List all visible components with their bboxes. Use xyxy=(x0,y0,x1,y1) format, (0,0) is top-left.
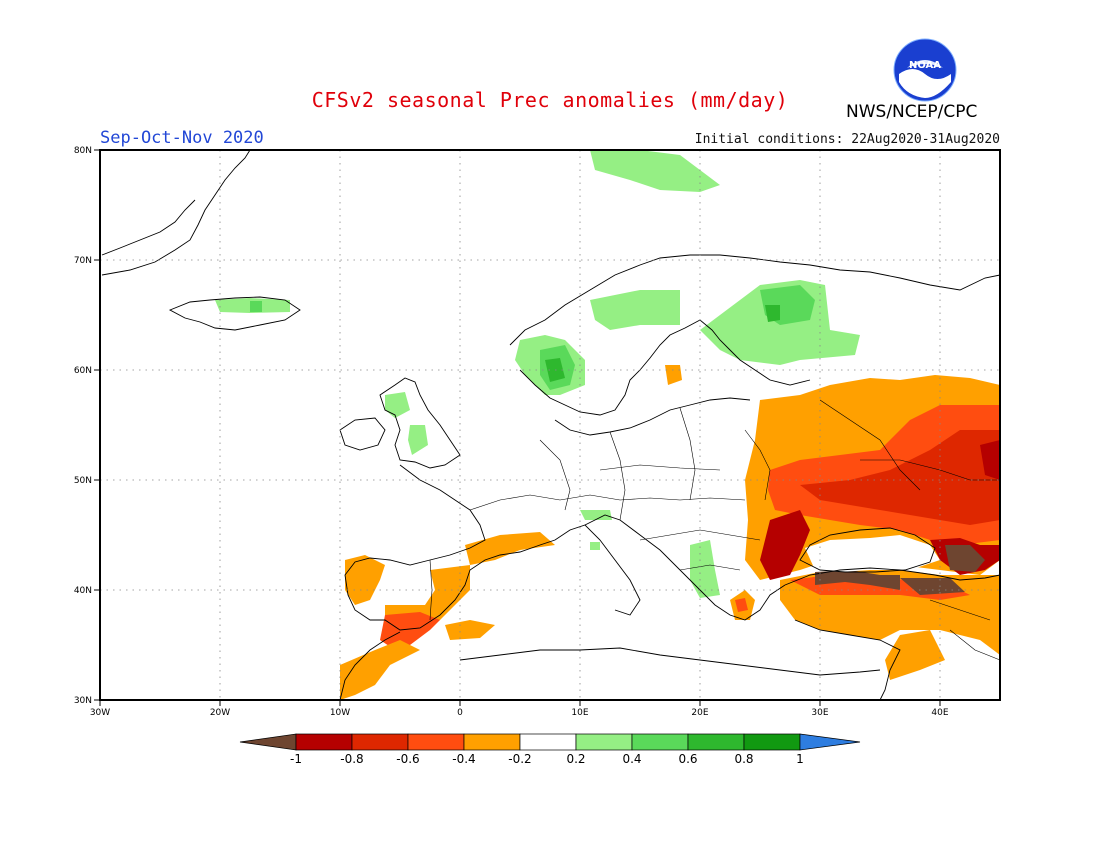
lon-tick-30e: 30E xyxy=(811,708,828,718)
noaa-logo-text: NOAA xyxy=(909,60,941,71)
colorbar-bin-5 xyxy=(519,733,577,751)
colorbar-bin-9 xyxy=(743,733,801,751)
colorbar-bin-1 xyxy=(295,733,353,751)
lat-tick-40n: 40N xyxy=(74,586,92,596)
noaa-logo: NOAA xyxy=(893,38,957,102)
season-label: Sep-Oct-Nov 2020 xyxy=(100,128,264,148)
coastlines xyxy=(101,149,1001,701)
lon-tick-30w: 30W xyxy=(90,708,110,718)
lon-tick-labels: 30W 20W 10W 0 10E 20E 30E 40E xyxy=(90,708,949,718)
lat-tick-50n: 50N xyxy=(74,476,92,486)
anomaly-shading xyxy=(215,150,1000,700)
colorbar-label-m02: -0.2 xyxy=(508,752,531,766)
lon-tick-10e: 10E xyxy=(571,708,588,718)
colorbar-label-m06: -0.6 xyxy=(396,752,419,766)
colorbar-label-m1: -1 xyxy=(290,752,302,766)
tick-marks xyxy=(94,149,941,706)
lon-tick-0: 0 xyxy=(457,708,463,718)
country-borders xyxy=(429,399,1001,661)
colorbar-label-p02: 0.2 xyxy=(566,752,585,766)
colorbar-label-p04: 0.4 xyxy=(622,752,641,766)
colorbar-above-max xyxy=(799,733,861,751)
colorbar-bin-2 xyxy=(351,733,409,751)
lon-tick-20e: 20E xyxy=(691,708,708,718)
colorbar-label-p08: 0.8 xyxy=(734,752,753,766)
colorbar-bin-7 xyxy=(631,733,689,751)
colorbar-label-m04: -0.4 xyxy=(452,752,475,766)
lon-tick-40e: 40E xyxy=(931,708,948,718)
colorbar-bin-4 xyxy=(463,733,521,751)
agency-label: NWS/NCEP/CPC xyxy=(846,102,978,122)
colorbar-label-m08: -0.8 xyxy=(340,752,363,766)
lat-tick-60n: 60N xyxy=(74,366,92,376)
chart-title: CFSv2 seasonal Prec anomalies (mm/day) xyxy=(311,88,789,112)
graticule xyxy=(100,150,1000,700)
lat-tick-70n: 70N xyxy=(74,256,92,266)
lon-tick-20w: 20W xyxy=(210,708,230,718)
colorbar: -1 -0.8 -0.6 -0.4 -0.2 0.2 0.4 0.6 0.8 1 xyxy=(239,733,861,766)
colorbar-label-p1: 1 xyxy=(796,752,804,766)
colorbar-bin-3 xyxy=(407,733,465,751)
lat-tick-80n: 80N xyxy=(74,146,92,156)
colorbar-bin-6 xyxy=(575,733,633,751)
map-frame xyxy=(99,149,1001,701)
colorbar-below-min xyxy=(239,733,297,751)
colorbar-label-p06: 0.6 xyxy=(678,752,697,766)
colorbar-bin-8 xyxy=(687,733,745,751)
lat-tick-30n: 30N xyxy=(74,696,92,706)
initial-conditions-label: Initial conditions: 22Aug2020-31Aug2020 xyxy=(694,132,1000,147)
lat-tick-labels: 80N 70N 60N 50N 40N 30N xyxy=(74,146,92,706)
lon-tick-10w: 10W xyxy=(330,708,350,718)
